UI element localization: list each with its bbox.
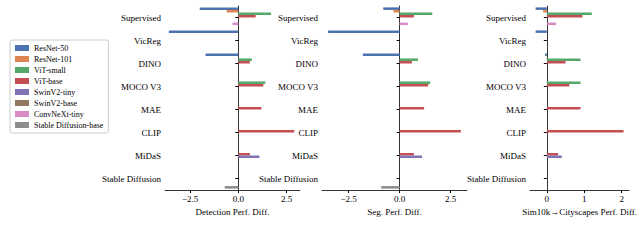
svg-text:2.5: 2.5 [445, 194, 457, 204]
svg-text:0.0: 0.0 [394, 194, 406, 204]
svg-text:0: 0 [545, 194, 550, 204]
svg-text:DINO: DINO [139, 59, 162, 69]
svg-text:Supervised: Supervised [486, 13, 526, 23]
svg-text:1: 1 [582, 194, 587, 204]
svg-text:Stable Diffusion: Stable Diffusion [102, 174, 162, 184]
svg-text:ConvNeXt-tiny: ConvNeXt-tiny [34, 110, 84, 119]
svg-text:Stable Diffusion-base: Stable Diffusion-base [34, 121, 104, 130]
svg-text:2: 2 [619, 194, 624, 204]
svg-text:MAE: MAE [298, 105, 319, 115]
svg-text:VicReg: VicReg [291, 36, 318, 46]
svg-text:Supervised: Supervised [121, 13, 161, 23]
svg-text:Stable Diffusion: Stable Diffusion [467, 174, 527, 184]
svg-text:−2.5: −2.5 [340, 194, 357, 204]
svg-text:SwinV2-base: SwinV2-base [34, 99, 78, 108]
svg-text:MAE: MAE [506, 105, 527, 115]
svg-text:Sim10k→Cityscapes Perf. Diff.: Sim10k→Cityscapes Perf. Diff. [522, 207, 637, 217]
svg-text:2.5: 2.5 [281, 194, 293, 204]
svg-text:ViT-small: ViT-small [34, 66, 66, 75]
svg-text:0.0: 0.0 [233, 194, 245, 204]
svg-text:ResNet-101: ResNet-101 [34, 55, 72, 64]
svg-text:ViT-base: ViT-base [34, 77, 63, 86]
svg-text:CLIP: CLIP [298, 128, 318, 138]
svg-text:MiDaS: MiDaS [500, 151, 526, 161]
svg-text:MOCO V3: MOCO V3 [278, 82, 319, 92]
svg-text:Supervised: Supervised [278, 13, 318, 23]
svg-text:CLIP: CLIP [506, 128, 526, 138]
svg-text:ResNet-50: ResNet-50 [34, 44, 68, 53]
svg-text:Detection Perf. Diff.: Detection Perf. Diff. [196, 207, 270, 217]
svg-text:Seg. Perf. Diff.: Seg. Perf. Diff. [367, 207, 422, 217]
svg-text:MiDaS: MiDaS [135, 151, 161, 161]
svg-text:MOCO V3: MOCO V3 [486, 82, 527, 92]
svg-text:MiDaS: MiDaS [292, 151, 318, 161]
svg-text:SwinV2-tiny: SwinV2-tiny [34, 88, 75, 97]
svg-text:MOCO V3: MOCO V3 [121, 82, 162, 92]
svg-text:−2.5: −2.5 [182, 194, 199, 204]
svg-text:Stable Diffusion: Stable Diffusion [259, 174, 319, 184]
svg-text:DINO: DINO [504, 59, 527, 69]
svg-text:DINO: DINO [296, 59, 319, 69]
svg-text:MAE: MAE [141, 105, 162, 115]
svg-text:VicReg: VicReg [134, 36, 161, 46]
svg-text:VicReg: VicReg [499, 36, 526, 46]
svg-text:CLIP: CLIP [141, 128, 161, 138]
